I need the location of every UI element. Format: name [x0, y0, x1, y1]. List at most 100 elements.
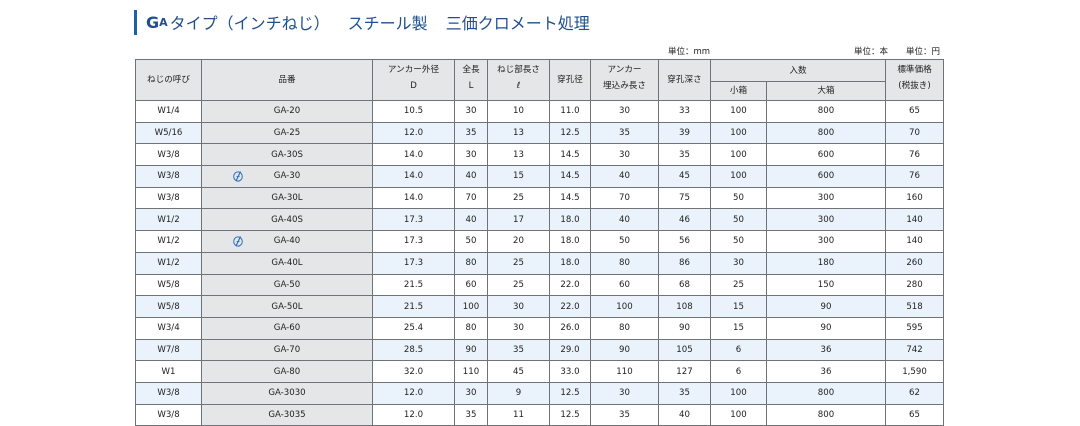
cell-length: 110 — [454, 360, 488, 383]
cell-thread: W1/4 — [135, 100, 202, 123]
cell-hole-dia: 12.5 — [549, 121, 591, 145]
cell-anchor-dia: 28.5 — [372, 338, 455, 362]
table-row: W3/4 GA-60 25.4 80 30 26.0 80 90 15 90 595 — [135, 316, 945, 340]
cell-hole-depth: 40 — [658, 403, 711, 426]
cell-embed: 40 — [590, 165, 659, 188]
cell-price: 1,590 — [885, 360, 945, 383]
cell-embed: 80 — [590, 316, 659, 340]
cell-thread: W3/4 — [135, 316, 202, 340]
cell-anchor-dia: 10.5 — [372, 100, 455, 123]
cell-thread-length: 45 — [487, 360, 550, 383]
cell-hole-depth: 33 — [658, 100, 711, 123]
table-row: W3/8 GA-3035 12.0 35 11 12.5 35 40 100 800 65 — [135, 403, 945, 426]
product-code: GA-3035 — [268, 409, 306, 420]
cell-price: 65 — [885, 403, 945, 426]
cell-thread-length: 10 — [487, 100, 550, 123]
cell-hole-depth: 127 — [658, 360, 711, 383]
table-row: W1/2 GA-40 17.3 50 20 18.0 50 56 50 300 140 — [135, 230, 945, 253]
cell-length: 40 — [454, 208, 488, 232]
cell-anchor-dia: 21.5 — [372, 273, 455, 297]
cell-name: GA-3030 — [201, 381, 373, 405]
title-finish: 三価クロメート処理 — [445, 14, 590, 33]
cell-price: 742 — [885, 338, 945, 362]
cell-name: GA-25 — [201, 121, 373, 145]
cell-price: 280 — [885, 273, 945, 297]
cell-embed: 35 — [590, 403, 659, 426]
cell-small-box: 15 — [710, 316, 767, 340]
cell-small-box: 50 — [710, 208, 767, 232]
cell-hole-dia: 14.5 — [549, 186, 591, 210]
cell-price: 260 — [885, 251, 945, 275]
title-material: スチール製 — [347, 14, 428, 33]
cell-price: 65 — [885, 100, 945, 123]
cell-length: 70 — [454, 186, 488, 210]
cell-thread-length: 11 — [487, 403, 550, 426]
cell-anchor-dia: 14.0 — [372, 165, 455, 188]
cell-price: 518 — [885, 295, 945, 318]
cell-large-box: 300 — [765, 230, 887, 253]
cell-small-box: 100 — [710, 121, 767, 145]
table-row: W1 GA-80 32.0 110 45 33.0 110 127 6 36 1,590 — [135, 360, 945, 383]
header-quantity: 入数 — [709, 59, 887, 82]
product-code: GA-50 — [273, 279, 301, 290]
cell-length: 30 — [454, 143, 488, 167]
table-row: W1/4 GA-20 10.5 30 10 11.0 30 33 100 800 65 — [135, 100, 945, 123]
cell-small-box: 100 — [710, 143, 767, 167]
cell-thread-length: 17 — [487, 208, 550, 232]
product-code: GA-20 — [273, 106, 301, 117]
cell-thread: W1/2 — [135, 230, 202, 253]
header-small-box: 小箱 — [710, 81, 767, 101]
cell-thread-length: 35 — [487, 338, 550, 362]
cell-hole-depth: 86 — [658, 251, 711, 275]
unit-mm: 単位：mm — [668, 47, 711, 57]
cell-embed: 30 — [590, 100, 659, 123]
header-thread: ねじの呼び — [135, 59, 202, 101]
cell-price: 62 — [885, 381, 945, 405]
table-row: W3/8 GA-3030 12.0 30 9 12.5 30 35 100 800 62 — [135, 381, 945, 405]
cell-thread-length: 9 — [487, 381, 550, 405]
cell-small-box: 100 — [710, 403, 767, 426]
cell-embed: 100 — [590, 295, 659, 318]
cell-embed: 40 — [590, 208, 659, 232]
cell-hole-depth: 56 — [658, 230, 711, 253]
cell-thread: W3/8 — [135, 403, 202, 426]
cell-name: GA-40 — [201, 230, 373, 253]
cell-thread: W3/8 — [135, 143, 202, 167]
product-code: GA-3030 — [268, 388, 306, 399]
cell-anchor-dia: 12.0 — [372, 121, 455, 145]
cell-large-box: 90 — [765, 316, 887, 340]
table-row: W3/8 GA-30 14.0 40 15 14.5 40 45 100 600 76 — [135, 165, 945, 188]
cell-large-box: 800 — [765, 100, 887, 123]
title-ga-small: A — [159, 15, 168, 29]
cell-hole-depth: 68 — [658, 273, 711, 297]
cell-anchor-dia: 12.0 — [372, 381, 455, 405]
cell-name: GA-70 — [201, 338, 373, 362]
cell-hole-depth: 108 — [658, 295, 711, 318]
cell-hole-depth: 35 — [658, 381, 711, 405]
cell-embed: 30 — [590, 381, 659, 405]
cell-name: GA-80 — [201, 360, 373, 383]
cell-anchor-dia: 25.4 — [372, 316, 455, 340]
cell-length: 35 — [454, 121, 488, 145]
cell-name: GA-20 — [201, 100, 373, 123]
cell-hole-depth: 39 — [658, 121, 711, 145]
title-ga-letter: G — [146, 12, 160, 32]
unit-yen: 単位：円 — [906, 47, 941, 57]
cell-hole-dia: 29.0 — [549, 338, 591, 362]
cell-hole-dia: 14.5 — [549, 165, 591, 188]
cell-embed: 90 — [590, 338, 659, 362]
cell-anchor-dia: 21.5 — [372, 295, 455, 318]
product-code: GA-30S — [271, 149, 303, 160]
cell-anchor-dia: 14.0 — [372, 186, 455, 210]
cell-anchor-dia: 12.0 — [372, 403, 455, 426]
table-row: W5/8 GA-50 21.5 60 25 22.0 60 68 25 150 280 — [135, 273, 945, 297]
cell-name: GA-40S — [201, 208, 373, 232]
cell-length: 40 — [454, 165, 488, 188]
cell-price: 140 — [885, 230, 945, 253]
product-code: GA-30 — [273, 171, 301, 182]
cell-thread: W3/8 — [135, 381, 202, 405]
product-code: GA-80 — [273, 366, 301, 377]
cell-name: GA-60 — [201, 316, 373, 340]
cell-hole-dia: 26.0 — [549, 316, 591, 340]
spec-table: ねじの呼び 品番 アンカー外径 D 全長 L ねじ部長さ ℓ 穿孔径 アンカー 埋込み長… — [135, 59, 945, 426]
